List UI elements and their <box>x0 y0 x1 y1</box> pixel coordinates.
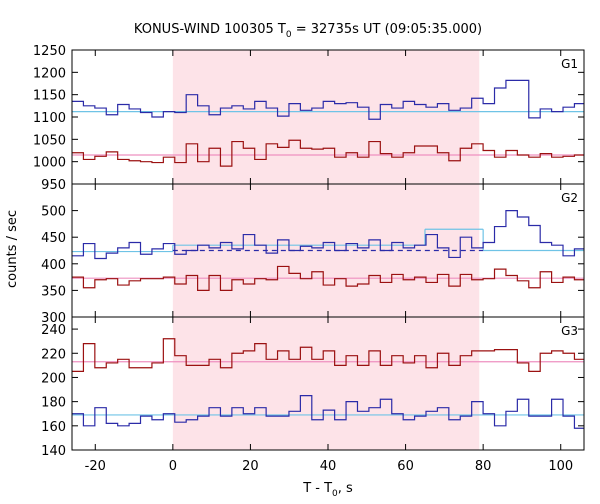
x-tick-label: 40 <box>320 459 337 474</box>
panel-g1: 950 1000 1050 1100 1150 1200 1250 G1 <box>33 44 585 193</box>
y-tick-label: 1200 <box>33 66 66 81</box>
y-tick-label: 200 <box>41 371 66 386</box>
x-tick-label: 80 <box>475 459 492 474</box>
chart-title: KONUS-WIND 100305 T0 = 32735s UT (09:05:… <box>134 22 482 40</box>
y-tick-label: 220 <box>41 347 66 362</box>
series-line-blue <box>72 394 584 429</box>
y-axis-title: counts / sec <box>5 210 20 288</box>
panel-data <box>72 338 584 429</box>
y-tick-label: 180 <box>41 396 66 411</box>
panel-g3: 140 160 180 200 220 240 G3 <box>41 316 585 459</box>
y-tick-label: 1150 <box>33 89 66 104</box>
panel-data <box>72 210 584 291</box>
series-line-red <box>72 265 584 291</box>
x-axis-title: T - T0, s <box>302 481 353 499</box>
y-tick-label: 350 <box>41 284 66 299</box>
y-tick-label: 1000 <box>33 156 66 171</box>
x-tick-label: 100 <box>548 459 573 474</box>
panel-label: G2 <box>561 191 578 205</box>
series-line-red <box>72 139 584 167</box>
panels-layer: 950100010501100115012001250G130035040045… <box>33 44 585 474</box>
y-tick-label: 450 <box>41 231 66 246</box>
y-tick-label: 950 <box>41 178 66 193</box>
x-tick-label: 0 <box>169 459 177 474</box>
series-line-blue <box>72 79 584 120</box>
y-tick-label: 1050 <box>33 133 66 148</box>
panel-label: G3 <box>561 324 578 338</box>
x-tick-label: 20 <box>242 459 259 474</box>
y-tick-label: 240 <box>41 323 66 338</box>
y-tick-label: 160 <box>41 420 66 435</box>
y-tick-label: 400 <box>41 258 66 273</box>
y-tick-label: 1100 <box>33 111 66 126</box>
x-tick-label: -20 <box>85 459 106 474</box>
y-tick-label: 140 <box>41 444 66 459</box>
series-line-red <box>72 338 584 373</box>
y-tick-label: 500 <box>41 205 66 220</box>
x-tick-label: 60 <box>397 459 414 474</box>
panel-label: G1 <box>561 57 578 71</box>
panel-data <box>72 79 584 167</box>
series-line-blue <box>72 210 584 260</box>
y-tick-label: 1250 <box>33 44 66 59</box>
y-tick-label: 300 <box>41 311 66 326</box>
